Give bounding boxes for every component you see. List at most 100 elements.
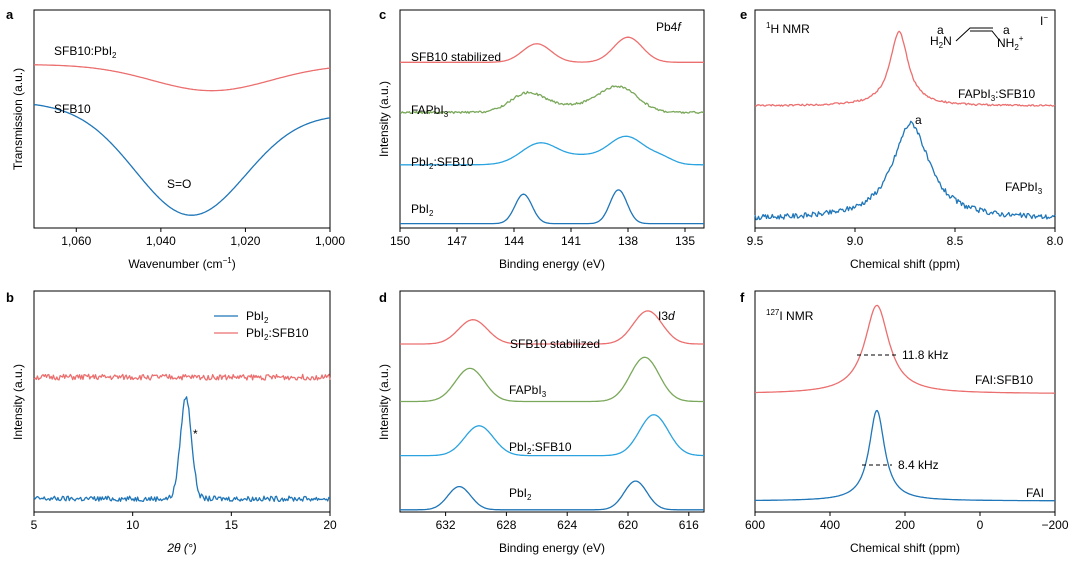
plot-frame-e — [754, 9, 1056, 229]
x-tick-label-f-0: 600 — [745, 518, 765, 532]
structure-bonds — [955, 27, 1001, 42]
series-line-e-fapbi-sfb10 — [754, 30, 1056, 107]
x-tick-label-e-0: 9.5 — [747, 234, 764, 248]
x-axis-label-b: 2θ (°) — [166, 541, 196, 555]
series-line-d-fapbi — [400, 356, 704, 403]
x-tick-label-c-1: 147 — [447, 234, 467, 248]
y-axis-label-b: Intensity (a.u.) — [11, 364, 25, 440]
x-tick-label-c-4: 138 — [618, 234, 638, 248]
panel-f: f 600 400 200 0 −200 127I NMR 11.8 kHz 8.4 k… — [740, 290, 1069, 555]
x-tick-label-d-4: 616 — [679, 518, 699, 532]
series-label-sfb10: SFB10 — [54, 102, 91, 116]
x-tick-label-e-3: 8.0 — [1047, 234, 1064, 248]
corner-label-i3d: I3d — [658, 309, 675, 323]
x-tick-label-c-2: 144 — [504, 234, 524, 248]
panel-label-c: c — [379, 7, 386, 22]
x-tick-label-a-2: 1,020 — [230, 234, 260, 248]
series-line-c-fapbi — [399, 85, 705, 115]
structure-nh2plus: NH2+ — [997, 34, 1024, 52]
y-axis-label-c: Intensity (a.u.) — [377, 81, 391, 157]
plot-frame-f — [754, 290, 1056, 513]
x-tick-label-e-1: 9.0 — [847, 234, 864, 248]
panel-label-d: d — [379, 290, 387, 305]
series-line-c-sfb10-stabilized — [400, 36, 704, 63]
series-line-d-pbi-sfb10 — [400, 414, 704, 457]
series-label-sfb10-pbi2: SFB10:PbI2 — [54, 44, 117, 60]
curves-a — [33, 64, 331, 216]
series-line-c-pbi — [400, 189, 704, 225]
curves-f — [755, 304, 1055, 502]
structure-h2n: H2N — [930, 34, 952, 50]
ticks-b: 5 10 15 20 — [31, 512, 337, 532]
panel-label-b: b — [6, 290, 14, 305]
ticks-a: 1,060 1,040 1,020 1,000 — [61, 228, 345, 248]
series-line-a-sfb10 — [33, 103, 331, 216]
x-axis-label-e: Chemical shift (ppm) — [850, 257, 960, 271]
structure-iodide: I− — [1040, 13, 1048, 28]
corner-label-1h-nmr: 1H NMR — [766, 21, 810, 36]
series-label-fapbi3-c: FAPbI3 — [411, 103, 449, 119]
series-line-d-sfb10-stabilized — [400, 310, 704, 345]
curves-d — [400, 310, 704, 511]
series-line-a-sfb10-pbi — [34, 64, 331, 92]
annotation-so: S=O — [167, 177, 191, 191]
y-axis-label-a: Transmission (a.u.) — [11, 68, 25, 170]
linewidth-label-8-4-khz: 8.4 kHz — [898, 458, 939, 472]
linewidth-label-11-8-khz: 11.8 kHz — [902, 348, 948, 362]
x-axis-label-d: Binding energy (eV) — [499, 541, 605, 555]
x-tick-label-b-1: 10 — [126, 518, 140, 532]
series-label-fapbi3-d: FAPbI3 — [509, 383, 547, 399]
y-axis-label-d: Intensity (a.u.) — [377, 364, 391, 440]
series-label-pbi2-d: PbI2 — [509, 486, 532, 502]
x-tick-label-c-5: 135 — [675, 234, 695, 248]
panel-c: c 150 147 144 141 138 135 Pb4f SFB10 stabiliz… — [377, 7, 705, 271]
x-tick-label-d-2: 624 — [557, 518, 577, 532]
plot-frame-a — [33, 9, 331, 229]
structure-site-a-right: a — [1003, 23, 1010, 37]
series-label-pbi2-sfb10-d: PbI2:SFB10 — [509, 440, 572, 456]
corner-label-127i-nmr: 127I NMR — [766, 308, 814, 323]
legend-b: PbI2 PbI2:SFB10 — [214, 309, 309, 342]
x-tick-label-c-3: 141 — [561, 234, 581, 248]
x-tick-label-f-1: 400 — [820, 518, 840, 532]
x-tick-label-b-0: 5 — [31, 518, 38, 532]
series-label-pbi2-sfb10-c: PbI2:SFB10 — [411, 155, 474, 171]
x-tick-label-d-1: 628 — [496, 518, 516, 532]
x-tick-label-a-1: 1,040 — [146, 234, 176, 248]
panel-label-a: a — [6, 7, 14, 22]
x-tick-label-b-2: 15 — [225, 518, 239, 532]
ticks-c: 150 147 144 141 138 135 — [390, 228, 695, 248]
x-axis-label-f: Chemical shift (ppm) — [850, 541, 960, 555]
annotation-star: * — [193, 427, 198, 441]
x-tick-label-f-3: 0 — [977, 518, 984, 532]
ticks-d: 632 628 624 620 616 — [436, 512, 699, 532]
plot-frame-c — [399, 9, 705, 229]
series-label-sfb10-stabilized-d: SFB10 stabilized — [510, 337, 600, 351]
x-axis-label-c: Binding energy (eV) — [499, 257, 605, 271]
series-line-c-pbi-sfb10 — [400, 135, 704, 166]
x-tick-label-b-3: 20 — [323, 518, 337, 532]
corner-label-pb4f: Pb4f — [656, 20, 682, 34]
panel-b: b 5 10 15 20 PbI2 PbI2:SFB10 * 2θ (°) Inten… — [6, 290, 337, 555]
x-tick-label-a-3: 1,000 — [315, 234, 345, 248]
series-label-fapbi3-sfb10-e: FAPbI3:SFB10 — [958, 87, 1035, 103]
fa-structure: a a H2N NH2+ I− — [930, 13, 1048, 52]
ticks-e: 9.5 9.0 8.5 8.0 — [747, 228, 1064, 248]
series-line-e-fapbi — [754, 120, 1056, 221]
x-tick-label-f-4: −200 — [1041, 518, 1068, 532]
series-label-pbi2-c: PbI2 — [411, 202, 434, 218]
series-label-fai-sfb10: FAI:SFB10 — [975, 373, 1033, 387]
series-label-fai: FAI — [1026, 486, 1044, 500]
curves-b — [33, 373, 331, 503]
panel-a: a 1,060 1,040 1,020 1,000 SFB10:PbI2 SFB10 … — [6, 7, 345, 271]
curves-e — [754, 30, 1056, 221]
series-line-f-fai-sfb10 — [755, 304, 1055, 394]
panel-e: e 9.5 9.0 8.5 8.0 1H NMR a a H2N NH2+ I− FA… — [740, 7, 1064, 271]
x-tick-label-d-0: 632 — [436, 518, 456, 532]
structure-site-a-left: a — [937, 23, 944, 37]
x-tick-label-e-2: 8.5 — [947, 234, 964, 248]
plot-frame-b — [33, 290, 331, 513]
series-line-f-fai — [755, 409, 1055, 502]
x-tick-label-d-3: 620 — [618, 518, 638, 532]
